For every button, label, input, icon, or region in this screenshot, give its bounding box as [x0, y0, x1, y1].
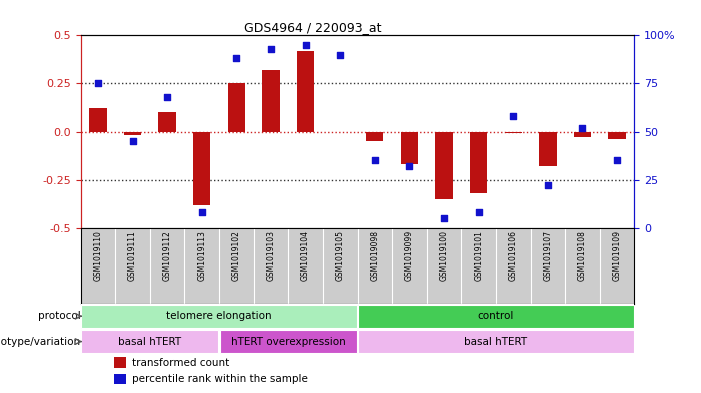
Text: GSM1019105: GSM1019105 [336, 230, 345, 281]
Text: GSM1019108: GSM1019108 [578, 230, 587, 281]
Point [334, 51, 346, 58]
Bar [435, 132, 453, 199]
Bar [608, 132, 626, 139]
Bar [358, 305, 634, 328]
Bar [124, 132, 141, 135]
Point [438, 215, 449, 221]
Bar [539, 132, 557, 166]
Text: GSM1019111: GSM1019111 [128, 230, 137, 281]
Text: GSM1019101: GSM1019101 [474, 230, 483, 281]
Text: hTERT overexpression: hTERT overexpression [231, 336, 346, 347]
Text: percentile rank within the sample: percentile rank within the sample [132, 374, 308, 384]
Point [161, 94, 172, 100]
Point [508, 113, 519, 119]
Text: GSM1019110: GSM1019110 [93, 230, 102, 281]
Bar [401, 132, 418, 164]
Point [543, 182, 554, 189]
Point [300, 42, 311, 48]
Text: control: control [478, 311, 514, 321]
Bar [219, 330, 357, 353]
Bar [114, 374, 126, 384]
Text: GSM1019103: GSM1019103 [266, 230, 275, 281]
Text: GSM1019098: GSM1019098 [370, 230, 379, 281]
Bar [81, 305, 357, 328]
Bar [574, 132, 591, 137]
Bar [366, 132, 383, 141]
Text: GSM1019112: GSM1019112 [163, 230, 172, 281]
Bar [228, 83, 245, 132]
Text: GSM1019107: GSM1019107 [543, 230, 552, 281]
Text: telomere elongation: telomere elongation [166, 311, 272, 321]
Text: GSM1019104: GSM1019104 [301, 230, 310, 281]
Text: GSM1019099: GSM1019099 [405, 230, 414, 281]
Point [231, 55, 242, 62]
Bar [262, 70, 280, 132]
Bar [114, 358, 126, 368]
Bar [505, 132, 522, 134]
Text: basal hTERT: basal hTERT [118, 336, 182, 347]
Point [266, 46, 277, 52]
Bar [470, 132, 487, 193]
Text: protocol: protocol [39, 311, 81, 321]
Point [577, 125, 588, 131]
Text: GSM1019106: GSM1019106 [509, 230, 518, 281]
Bar [193, 132, 210, 205]
Point [611, 157, 622, 163]
Point [369, 157, 381, 163]
Text: GSM1019100: GSM1019100 [440, 230, 449, 281]
Point [127, 138, 138, 144]
Bar [81, 330, 219, 353]
Point [404, 163, 415, 169]
Text: genotype/variation: genotype/variation [0, 336, 81, 347]
Text: basal hTERT: basal hTERT [464, 336, 528, 347]
Text: GSM1019113: GSM1019113 [197, 230, 206, 281]
Point [196, 209, 207, 215]
Bar [158, 112, 176, 132]
Text: GSM1019109: GSM1019109 [613, 230, 622, 281]
Bar [358, 330, 634, 353]
Text: GSM1019102: GSM1019102 [232, 230, 241, 281]
Bar [297, 51, 314, 132]
Bar [89, 108, 107, 132]
Text: transformed count: transformed count [132, 358, 229, 368]
Title: GDS4964 / 220093_at: GDS4964 / 220093_at [245, 21, 382, 34]
Point [93, 80, 104, 86]
Point [473, 209, 484, 215]
